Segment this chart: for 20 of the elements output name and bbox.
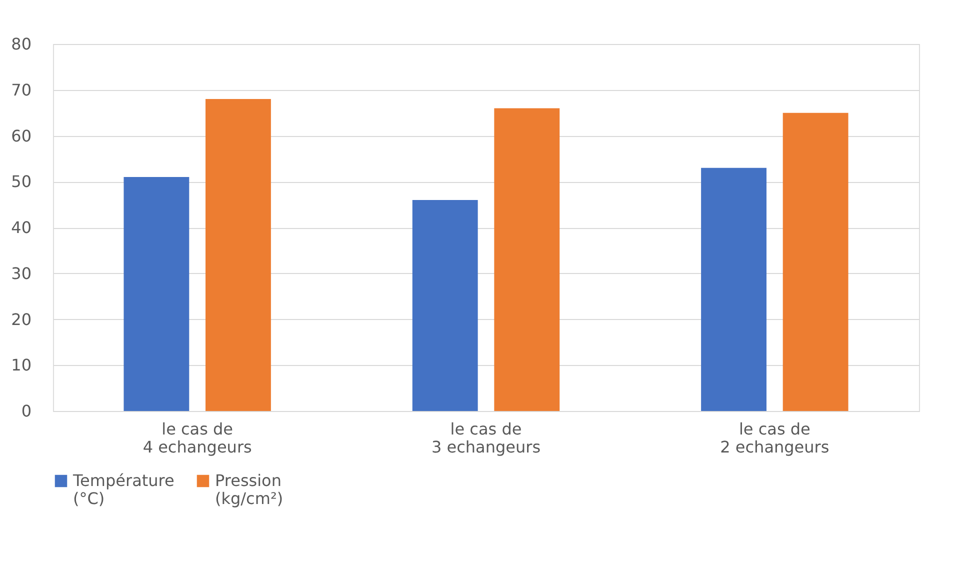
x-tick-label: le cas de 3 echangeurs xyxy=(431,420,541,456)
y-tick-label: 60 xyxy=(11,126,32,146)
bar xyxy=(701,168,766,411)
y-tick-label: 50 xyxy=(11,172,32,192)
bar xyxy=(124,177,190,411)
y-tick-label: 20 xyxy=(11,310,32,329)
bar xyxy=(782,112,848,411)
y-tick-label: 70 xyxy=(11,80,32,100)
x-tick-label: le cas de 2 echangeurs xyxy=(720,420,830,456)
y-tick-label: 0 xyxy=(21,402,32,420)
bar xyxy=(206,99,271,411)
y-tick-label: 30 xyxy=(11,264,32,283)
y-tick-label: 10 xyxy=(11,356,32,375)
bar xyxy=(412,200,478,411)
y-tick-label: 80 xyxy=(11,34,32,54)
legend-label: Température (°C) xyxy=(72,471,174,508)
bar xyxy=(494,108,560,411)
y-tick-label: 40 xyxy=(11,218,32,237)
x-tick-label: le cas de 4 echangeurs xyxy=(142,420,252,456)
legend-label: Pression (kg/cm²) xyxy=(215,471,284,508)
